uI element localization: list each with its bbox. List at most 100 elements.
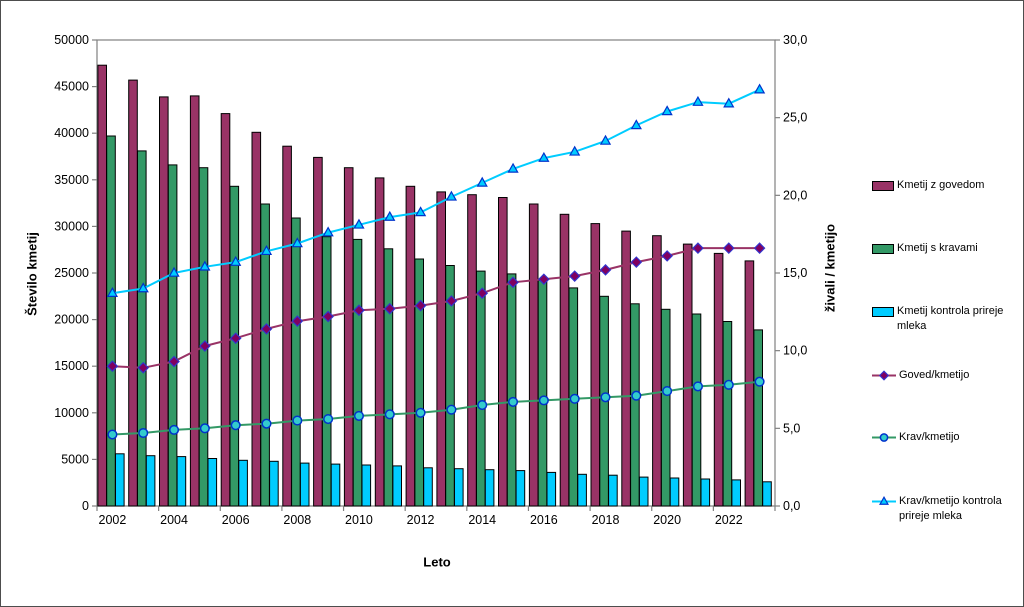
left-tick-label: 10000 bbox=[54, 406, 89, 420]
legend-bar-swatch bbox=[872, 307, 894, 317]
left-tick-label: 25000 bbox=[54, 266, 89, 280]
bar bbox=[652, 235, 662, 507]
bar bbox=[106, 135, 116, 507]
bar bbox=[498, 197, 508, 507]
bar bbox=[414, 258, 424, 507]
diamond-marker bbox=[538, 273, 550, 286]
bar bbox=[506, 273, 517, 507]
bar bbox=[207, 458, 218, 507]
legend-line-swatch bbox=[872, 495, 896, 505]
bar bbox=[638, 476, 649, 507]
bar bbox=[537, 280, 548, 507]
legend: Kmetij z govedom Kmetij s kravami Kmetij k… bbox=[872, 1, 1022, 606]
x-tick-label: 2018 bbox=[592, 513, 620, 527]
triangle-marker bbox=[569, 145, 581, 156]
bar bbox=[229, 185, 240, 507]
circle-marker bbox=[477, 399, 488, 411]
bar bbox=[137, 150, 147, 507]
right-tick-label: 30,0 bbox=[783, 33, 807, 47]
bar bbox=[260, 203, 270, 507]
x-tick-label: 2014 bbox=[468, 513, 496, 527]
triangle-marker bbox=[106, 286, 119, 297]
circle-marker bbox=[569, 393, 580, 404]
bar bbox=[682, 243, 693, 507]
circle-marker bbox=[662, 386, 673, 397]
legend-item-kmetij-z-govedom: Kmetij z govedom bbox=[872, 178, 1017, 193]
bar bbox=[383, 248, 394, 507]
bar bbox=[352, 238, 363, 507]
circle-marker bbox=[723, 379, 734, 390]
right-axis-title: živali / kmetijo bbox=[822, 223, 838, 313]
right-tick-label: 20,0 bbox=[783, 188, 807, 202]
triangle-marker bbox=[599, 134, 612, 145]
diamond-marker bbox=[722, 242, 735, 254]
bar bbox=[691, 313, 702, 507]
bar bbox=[454, 468, 464, 507]
x-tick-label: 2006 bbox=[222, 513, 250, 527]
bar bbox=[145, 455, 156, 507]
bar bbox=[660, 308, 671, 507]
triangle-marker bbox=[661, 105, 673, 116]
bar bbox=[608, 474, 618, 507]
x-tick-label: 2016 bbox=[530, 513, 558, 527]
triangle-marker bbox=[538, 151, 550, 162]
legend-item-krav-kmetijo-kontrola-prireje-mleka: Krav/kmetijo kontrola prireje mleka bbox=[872, 494, 1019, 524]
legend-line-swatch bbox=[872, 433, 896, 442]
bar-series-kmetij-z-govedom bbox=[97, 64, 755, 507]
triangle-marker bbox=[322, 226, 334, 237]
triangle-marker bbox=[879, 495, 889, 505]
legend-bar-swatch bbox=[872, 244, 894, 254]
triangle-marker bbox=[260, 245, 273, 256]
left-tick-label: 20000 bbox=[54, 313, 89, 327]
circle-marker bbox=[754, 376, 765, 387]
triangle-marker bbox=[384, 210, 396, 221]
bar-series-kmetij-kontrola-prireje-mleka bbox=[115, 453, 772, 507]
circle-marker bbox=[631, 390, 642, 401]
diamond-marker bbox=[353, 304, 365, 317]
triangle-marker bbox=[445, 190, 458, 201]
series-line bbox=[112, 247, 760, 369]
diamond-marker bbox=[692, 242, 704, 254]
diamond-marker bbox=[260, 323, 273, 335]
left-tick-label: 50000 bbox=[54, 33, 89, 47]
diamond-marker bbox=[753, 242, 766, 254]
legend-label: Kmetij kontrola prireje mleka bbox=[897, 305, 1004, 332]
right-tick-label: 15,0 bbox=[783, 266, 807, 280]
bar bbox=[405, 185, 416, 507]
left-tick-label: 5000 bbox=[61, 452, 89, 466]
diamond-marker bbox=[414, 299, 427, 312]
series-line bbox=[112, 88, 761, 295]
bar bbox=[423, 467, 433, 507]
left-axis-title: Število kmetij bbox=[24, 232, 40, 316]
bar bbox=[528, 203, 539, 507]
bar bbox=[97, 64, 108, 507]
triangle-marker bbox=[692, 95, 704, 106]
diamond-marker bbox=[137, 361, 150, 374]
x-tick-label: 2008 bbox=[283, 513, 311, 527]
right-tick-label: 10,0 bbox=[783, 344, 807, 358]
bar bbox=[291, 217, 301, 507]
circle-marker bbox=[107, 429, 118, 440]
x-tick-label: 2004 bbox=[160, 513, 188, 527]
left-tick-label: 15000 bbox=[54, 359, 89, 373]
circle-marker bbox=[879, 433, 889, 442]
triangle-marker bbox=[630, 119, 642, 130]
line-series-goved-kmetijo bbox=[106, 242, 766, 374]
bar bbox=[282, 145, 292, 507]
triangle-marker bbox=[168, 266, 180, 277]
bar bbox=[436, 191, 446, 507]
circle-marker bbox=[507, 396, 519, 407]
circle-marker bbox=[199, 423, 210, 434]
bar bbox=[159, 96, 169, 507]
legend-line-swatch bbox=[872, 370, 896, 381]
diamond-marker bbox=[507, 276, 519, 289]
bar bbox=[515, 470, 526, 507]
diamond-marker bbox=[630, 256, 643, 268]
bar bbox=[176, 456, 187, 507]
bar bbox=[559, 213, 570, 507]
x-tick-label: 2020 bbox=[653, 513, 681, 527]
bar bbox=[669, 477, 680, 507]
left-tick-label: 35000 bbox=[54, 173, 89, 187]
bar bbox=[392, 465, 402, 507]
bar bbox=[269, 460, 279, 507]
